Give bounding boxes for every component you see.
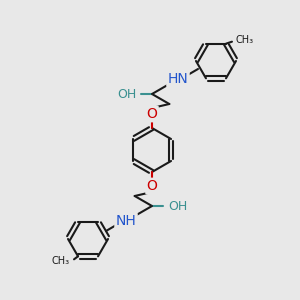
Text: HN: HN xyxy=(168,72,188,86)
Text: NH: NH xyxy=(116,214,136,228)
Text: CH₃: CH₃ xyxy=(236,35,254,45)
Text: O: O xyxy=(147,179,158,193)
Text: OH: OH xyxy=(168,200,187,212)
Text: OH: OH xyxy=(117,88,136,100)
Text: O: O xyxy=(147,107,158,121)
Text: CH₃: CH₃ xyxy=(52,256,70,266)
